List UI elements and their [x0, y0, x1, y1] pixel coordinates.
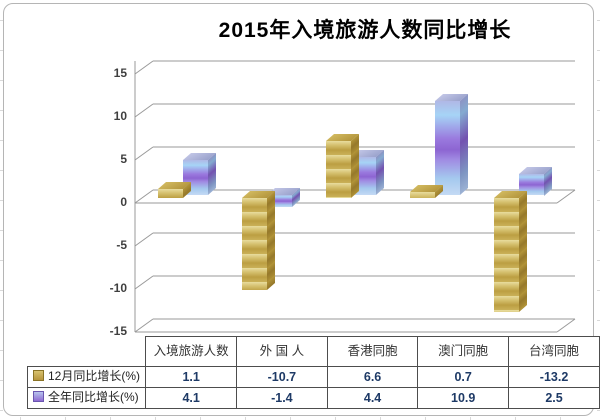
spreadsheet-gridline-stub: [0, 290, 3, 291]
y-axis-label: 5: [120, 152, 127, 166]
bar-series0-cat2-front-face[interactable]: [326, 141, 351, 198]
spreadsheet-gridline-stub: [0, 350, 3, 351]
bar-series0-cat4-front-face[interactable]: [494, 198, 519, 312]
table-value: -10.7: [235, 366, 328, 388]
bar-series0-cat1-side-face[interactable]: [267, 190, 275, 291]
spreadsheet-gridline-stub: [597, 260, 600, 261]
gridline-depth-tick: [134, 232, 154, 247]
y-axis-label: 0: [120, 195, 127, 209]
spreadsheet-gridline-stub: [597, 200, 600, 201]
gridline-depth-tick: [134, 60, 154, 75]
y-axis-label: -10: [109, 281, 127, 295]
bar-series0-cat0-front-face[interactable]: [158, 188, 183, 198]
table-value: 4.1: [145, 387, 237, 409]
spreadsheet-gridline-stub: [597, 80, 600, 81]
bar-series0-cat1-front-face[interactable]: [242, 198, 267, 291]
spreadsheet-gridline-stub: [597, 50, 600, 51]
bar-series0-cat4-side-face[interactable]: [519, 190, 527, 312]
spreadsheet-gridline-stub: [20, 417, 21, 420]
spreadsheet-gridline-stub: [155, 417, 156, 420]
bar-series1-cat0-side-face[interactable]: [208, 152, 216, 195]
table-value: 0.7: [417, 366, 510, 388]
y-axis-label: 10: [113, 109, 127, 123]
y-axis-label: -5: [116, 238, 127, 252]
table-value: 10.9: [417, 387, 510, 409]
spreadsheet-gridline-stub: [0, 20, 3, 21]
spreadsheet-gridline-stub: [0, 320, 3, 321]
gridline-depth-tick: [134, 275, 154, 290]
gridline-depth-tick: [134, 189, 154, 204]
spreadsheet-gridline-stub: [597, 110, 600, 111]
spreadsheet-gridline-stub: [597, 230, 600, 231]
bar-series1-cat4-front-face[interactable]: [519, 173, 544, 195]
spreadsheet-gridline-stub: [200, 417, 201, 420]
spreadsheet-gridline-stub: [0, 260, 3, 261]
floor-right-edge: [556, 318, 576, 333]
category-header: 澳门同胞: [417, 336, 510, 367]
spreadsheet-gridline-stub: [0, 410, 3, 411]
table-corner-blank: [28, 337, 146, 367]
spreadsheet-gridline-stub: [597, 410, 600, 411]
spreadsheet-gridline-stub: [470, 417, 471, 420]
category-header: 入境旅游人数: [145, 336, 237, 367]
gridline-depth-tick: [134, 146, 154, 161]
legend-label: 全年同比增长(%): [48, 390, 139, 405]
spreadsheet-gridline-stub: [0, 110, 3, 111]
spreadsheet-gridline-stub: [0, 200, 3, 201]
spreadsheet-gridline-stub: [597, 290, 600, 291]
legend-item[interactable]: 12月同比增长(%): [26, 366, 147, 388]
spreadsheet-gridline-stub: [0, 140, 3, 141]
table-value: 4.4: [326, 387, 419, 409]
spreadsheet-gridline-stub: [597, 170, 600, 171]
spreadsheet-gridline-stub: [0, 170, 3, 171]
zero-plane-right-edge: [556, 189, 576, 204]
spreadsheet-gridline-stub: [0, 380, 3, 381]
legend-key-purple: [33, 391, 44, 403]
chart-data-table: 入境旅游人数外 国 人香港同胞 澳门同胞 台湾同胞 12月同比增长(%) 1.1 -10.…: [26, 336, 600, 409]
bar-series0-cat3-front-face[interactable]: [410, 191, 435, 198]
spreadsheet-gridline-stub: [0, 230, 3, 231]
spreadsheet-gridline-stub: [0, 50, 3, 51]
table-value: -1.4: [235, 387, 328, 409]
table-value: -13.2: [508, 366, 600, 388]
spreadsheet-gridline-stub: [425, 417, 426, 420]
y-axis-label: 15: [113, 66, 127, 80]
category-header: 台湾同胞: [508, 336, 600, 367]
spreadsheet-gridline-stub: [515, 417, 516, 420]
gridline-depth-tick: [134, 103, 154, 118]
spreadsheet-gridline-stub: [65, 417, 66, 420]
legend-label: 12月同比增长(%): [48, 369, 141, 384]
table-value: 1.1: [145, 366, 237, 388]
table-value: 6.6: [326, 366, 419, 388]
bar-series1-cat3-front-face[interactable]: [435, 101, 460, 195]
bar-series1-cat3-side-face[interactable]: [460, 94, 468, 195]
y-axis-label: -15: [109, 324, 127, 338]
spreadsheet-gridline-stub: [290, 417, 291, 420]
spreadsheet-gridline-stub: [597, 140, 600, 141]
spreadsheet-gridline-stub: [335, 417, 336, 420]
category-header: 外 国 人: [235, 336, 328, 367]
bar-series1-cat2-side-face[interactable]: [376, 150, 384, 195]
spreadsheet-gridline-stub: [110, 417, 111, 420]
spreadsheet-gridline-stub: [560, 417, 561, 420]
bar-series0-cat2-side-face[interactable]: [351, 134, 359, 198]
spreadsheet-gridline-stub: [597, 320, 600, 321]
gridline-depth-tick: [134, 318, 154, 333]
spreadsheet-gridline-stub: [380, 417, 381, 420]
spreadsheet-gridline-stub: [245, 417, 246, 420]
legend-item[interactable]: 全年同比增长(%): [26, 387, 147, 409]
legend-key-gold: [33, 370, 44, 382]
spreadsheet-gridline-stub: [597, 20, 600, 21]
category-header: 香港同胞: [326, 336, 419, 367]
spreadsheet-gridline-stub: [0, 80, 3, 81]
table-value: 2.5: [508, 387, 600, 409]
chart-title: 2015年入境旅游人数同比增长: [218, 19, 512, 42]
